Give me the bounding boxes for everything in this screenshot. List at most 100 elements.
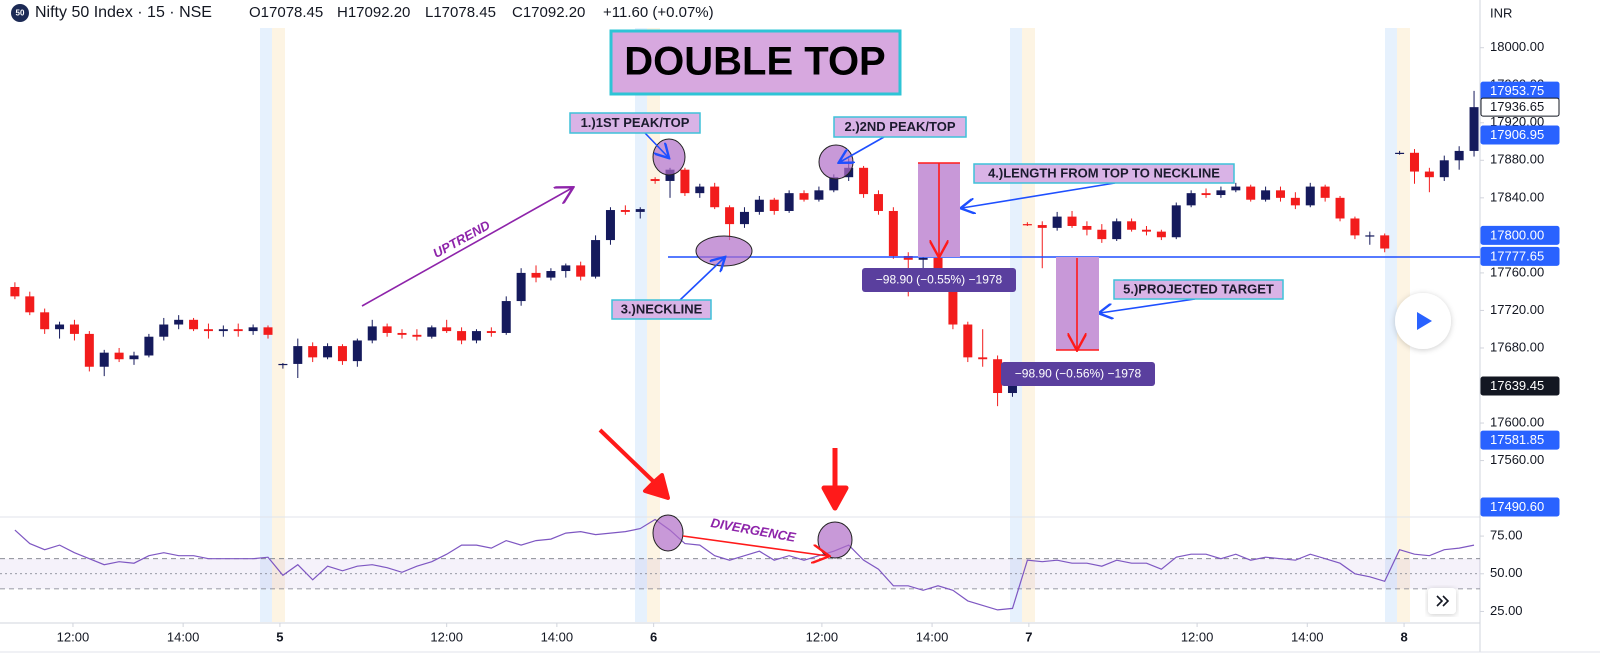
candle-body — [233, 329, 243, 332]
label-box — [1113, 279, 1284, 300]
divergence-marker — [652, 514, 684, 552]
y-tick-label: 17840.00 — [1490, 189, 1544, 204]
candle-body — [531, 272, 541, 278]
x-tick-label: 6 — [650, 629, 657, 644]
peak1-marker — [652, 138, 686, 176]
candle-body — [114, 352, 124, 360]
price-tag-label: 17800.00 — [1490, 227, 1544, 242]
candle-body — [695, 186, 705, 194]
candle-body — [1246, 186, 1256, 200]
candle-body — [69, 324, 79, 334]
candle-body — [576, 265, 586, 277]
x-tick-label: 7 — [1025, 629, 1032, 644]
peak1-label: 1.)1ST PEAK/TOP — [581, 115, 690, 130]
data-layer: 18000.0017960.0017920.0017880.0017840.00… — [0, 39, 1560, 644]
candle-body — [278, 363, 288, 366]
candle-body — [99, 352, 109, 367]
label-box — [611, 299, 712, 320]
price-tag — [1480, 246, 1560, 266]
candle-body — [1409, 152, 1419, 172]
arrow — [644, 132, 668, 157]
candle-body — [1171, 205, 1181, 238]
candle-body — [367, 326, 377, 341]
price-tag-label: 17777.65 — [1490, 248, 1544, 263]
candle-body — [978, 357, 988, 360]
candle-body — [486, 331, 496, 333]
neckline-marker — [695, 235, 753, 267]
logo-text: 50 — [16, 9, 25, 18]
divergence-label: DIVERGENCE — [710, 515, 798, 545]
candle-body — [1112, 221, 1122, 240]
candle-body — [1439, 160, 1449, 178]
price-tag — [1480, 497, 1560, 517]
candle-body — [412, 334, 422, 337]
peak2-label: 2.)2ND PEAK/TOP — [844, 119, 955, 134]
target-label: 5.)PROJECTED TARGET — [1123, 281, 1274, 296]
uptrend-label: UPTREND — [430, 217, 493, 261]
candle-body — [620, 210, 630, 212]
candle-body — [1350, 218, 1360, 236]
candle-body — [739, 211, 749, 225]
candle-body — [1454, 150, 1464, 161]
candle-body — [1037, 225, 1047, 228]
candle-body — [873, 194, 883, 211]
y-tick-label: 17880.00 — [1490, 152, 1544, 167]
x-tick-label: 14:00 — [541, 629, 574, 644]
candle-body — [918, 257, 928, 260]
candle-body — [129, 355, 139, 360]
y-tick-label: 17680.00 — [1490, 339, 1544, 354]
candle-body — [308, 346, 318, 358]
measure-box — [1001, 362, 1155, 386]
measure-box — [862, 268, 1016, 292]
candle-body — [888, 210, 898, 257]
arrow — [1100, 298, 1196, 313]
y-tick-label: 17560.00 — [1490, 452, 1544, 467]
open: O17078.45 — [249, 4, 323, 21]
candle-body — [1052, 216, 1062, 228]
price-tag-label: 17906.95 — [1490, 127, 1544, 142]
change: +11.60 (+0.07%) — [603, 4, 714, 21]
candle-body — [10, 286, 20, 297]
rsi-line — [14, 518, 1475, 611]
y-tick-label: 17920.00 — [1490, 114, 1544, 129]
red-arrow — [821, 448, 849, 511]
price-tag — [1480, 97, 1560, 117]
x-tick-label: 5 — [276, 629, 283, 644]
candle-body — [1395, 152, 1405, 154]
x-tick-label: 12:00 — [1181, 629, 1214, 644]
price-tag-label: 17936.65 — [1490, 99, 1544, 114]
red-arrow — [598, 428, 670, 500]
candle-body — [710, 186, 720, 208]
candle-body — [725, 207, 735, 225]
low: L17078.45 — [425, 4, 496, 21]
candle-body — [293, 346, 303, 364]
candle-body — [218, 329, 228, 332]
label-box — [569, 112, 701, 134]
uptrend-arrow — [361, 188, 572, 307]
y-tick-label: 18000.00 — [1490, 39, 1544, 54]
candle-body — [174, 319, 184, 325]
candle-body — [516, 272, 526, 302]
candle-body — [1380, 235, 1390, 249]
candle-body — [263, 327, 273, 335]
candle-body — [1335, 197, 1345, 219]
candle-body — [1469, 107, 1479, 151]
candle-body — [859, 167, 869, 195]
measure-label: −98.90 (−0.56%) −1978 — [1015, 367, 1142, 381]
y-tick-label: 75.00 — [1490, 528, 1523, 543]
title: DOUBLE TOP — [624, 40, 886, 84]
scroll-icon — [1436, 595, 1450, 607]
candle-body — [784, 193, 794, 211]
measure-label: −98.90 (−0.55%) −1978 — [876, 273, 1003, 287]
price-tag-label: 17953.75 — [1490, 83, 1544, 98]
candle-body — [1067, 216, 1077, 226]
x-tick-label: 12:00 — [57, 629, 90, 644]
candle-body — [1082, 225, 1092, 230]
y-tick-label: 50.00 — [1490, 565, 1523, 580]
candle-body — [1097, 229, 1107, 240]
candle-body — [248, 327, 258, 332]
candle-body — [605, 210, 615, 241]
neckline-label: 3.)NECKLINE — [621, 301, 703, 316]
y-tick-label: 17760.00 — [1490, 264, 1544, 279]
label-box — [973, 163, 1235, 184]
